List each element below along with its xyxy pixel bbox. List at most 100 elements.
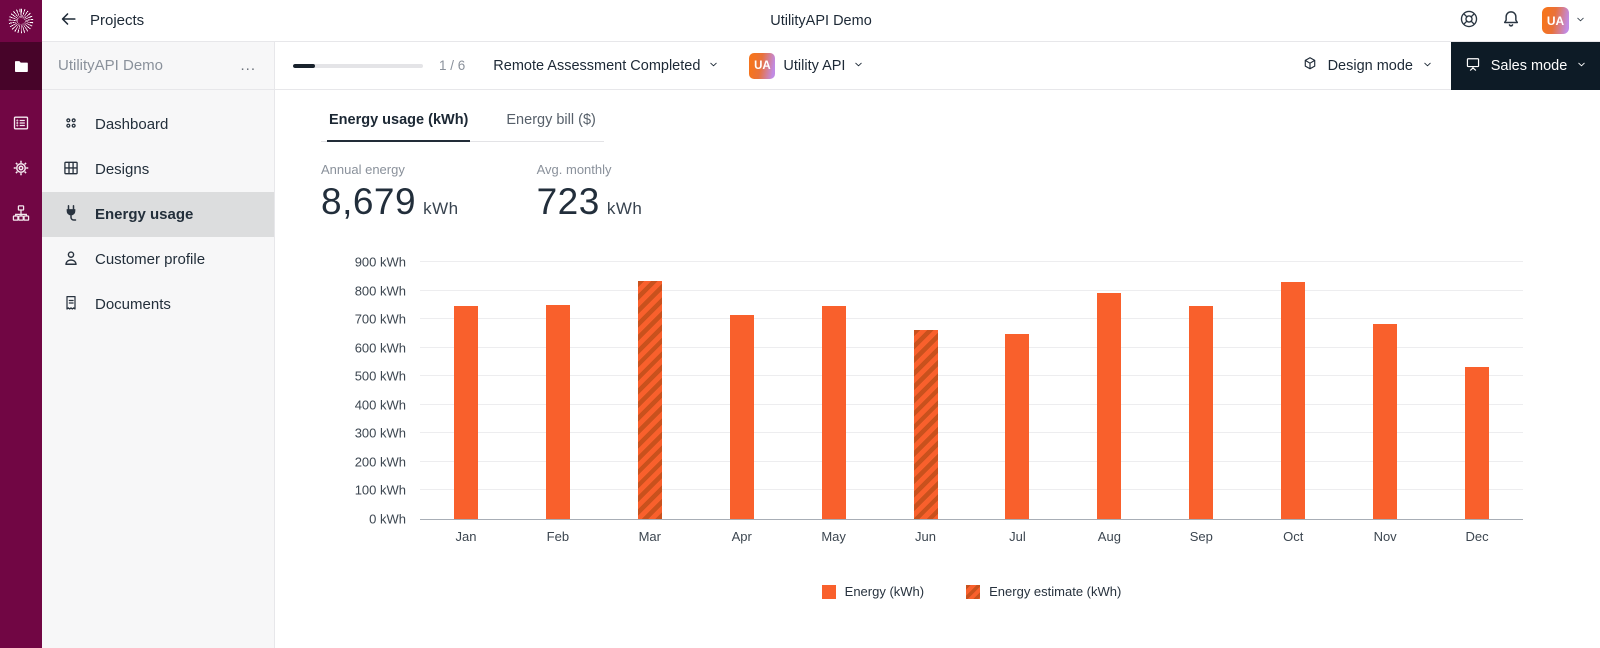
sidebar-item-energy-usage[interactable]: Energy usage [42,192,274,237]
utility-dropdown[interactable]: UA Utility API [749,52,864,79]
bar-mar[interactable] [637,281,662,519]
y-axis-tick-label: 300 kWh [354,425,406,441]
gridline [420,261,1523,262]
dashboard-dots-icon [61,113,81,137]
x-axis-tick-label: Jun [915,529,937,544]
help-button[interactable] [1458,8,1480,33]
bar-jul[interactable] [1005,334,1030,519]
stat-value: 723 kWh [536,181,643,222]
bar-aug[interactable] [1097,293,1122,519]
top-bar: Projects UtilityAPI Demo UA [42,0,1600,42]
bar-oct[interactable] [1281,282,1306,519]
page-title: UtilityAPI Demo [770,12,872,29]
sidebar-item-designs[interactable]: Designs [42,147,274,192]
tab-bar: Energy usage (kWh) Energy bill ($) [321,102,604,142]
gridline [420,403,1523,405]
tab-energy-bill[interactable]: Energy bill ($) [506,112,596,128]
design-mode-label: Design mode [1327,57,1413,74]
bar-nov[interactable] [1373,323,1398,519]
energy-usage-page: Energy usage (kWh) Energy bill ($) Annua… [275,90,1600,648]
x-axis-tick-label: Nov [1373,529,1397,544]
chevron-down-icon [1422,58,1433,74]
x-axis-tick-label: Dec [1465,529,1489,544]
utility-name: Utility API [783,57,846,74]
back-to-projects-button[interactable]: Projects [58,9,144,33]
main-content: 1 / 6 Remote Assessment Completed UA Uti… [275,41,1600,648]
x-axis-tick-label: Sep [1189,529,1213,544]
progress-fill [293,63,315,68]
notifications-button[interactable] [1500,8,1522,33]
chevron-down-icon [853,58,864,74]
gridline [420,489,1523,491]
sales-mode-button[interactable]: Sales mode [1451,41,1600,90]
bar-dec[interactable] [1465,366,1490,519]
rail-item-project-folder[interactable] [0,42,42,90]
progress-bar [293,63,423,68]
sidebar-item-dashboard[interactable]: Dashboard [42,102,274,147]
bar-jan[interactable] [453,306,478,519]
stat-unit: kWh [606,199,643,218]
sales-mode-label: Sales mode [1490,57,1568,74]
design-mode-button[interactable]: Design mode [1301,55,1433,77]
project-sidebar: UtilityAPI Demo ... Dashboard Designs [42,42,275,648]
gridline [420,346,1523,348]
legend-item-energy: Energy (kWh) [821,584,925,599]
y-axis-tick-label: 800 kWh [354,283,406,299]
rail-item-org[interactable] [0,190,42,235]
sidebar-menu: Dashboard Designs Energy usage Customer … [42,90,274,327]
sitemap-icon [11,203,31,223]
sidebar-item-label: Dashboard [95,116,169,133]
chart-legend: Energy (kWh) Energy estimate (kWh) [420,584,1523,599]
legend-label: Energy (kWh) [844,584,925,599]
sidebar-item-label: Energy usage [95,206,194,223]
chart-plot: 0 kWh 100 kWh 200 kWh 300 kWh 400 kWh 500 kWh… [355,255,1523,544]
legend-swatch-solid [821,584,836,599]
stat-label: Avg. monthly [536,162,612,177]
sidebar-item-documents[interactable]: Documents [42,282,274,327]
gridline [420,289,1523,291]
back-label: Projects [90,12,145,29]
rail-item-ledger[interactable] [0,100,42,145]
stat-value: 8,679 kWh [321,181,459,222]
stat-unit: kWh [423,199,459,218]
y-axis-tick-label: 700 kWh [354,311,406,327]
y-axis-tick-label: 500 kWh [354,368,406,384]
rail-item-settings[interactable] [0,145,42,190]
sidebar-item-label: Documents [95,296,171,313]
brand-logo[interactable] [0,0,42,42]
presentation-screen-icon [1464,55,1482,77]
avatar-chevron-down-icon [1575,12,1586,30]
chevron-down-icon [708,58,719,74]
gear-icon [11,158,31,178]
starburst-icon [8,8,34,34]
sidebar-item-customer-profile[interactable]: Customer profile [42,237,274,282]
y-axis-tick-label: 400 kWh [354,397,406,413]
bar-sep[interactable] [1189,305,1214,519]
app-rail [0,0,42,648]
back-arrow-icon [58,9,78,33]
plug-icon [61,203,81,227]
stat-avg-monthly: Avg. monthly 723 kWh [537,162,643,223]
x-axis-tick-label: Jul [1009,529,1026,544]
person-icon [61,248,81,272]
bar-jun[interactable] [913,329,938,519]
status-dropdown[interactable]: Remote Assessment Completed [493,58,719,74]
bar-apr[interactable] [729,314,754,519]
gridline [420,460,1523,462]
account-menu[interactable]: UA [1542,7,1586,34]
sidebar-item-label: Designs [95,161,150,178]
y-axis-tick-label: 100 kWh [354,482,406,498]
sidebar-header: UtilityAPI Demo ... [42,42,274,90]
folder-icon [11,56,31,76]
gridline [420,432,1523,434]
project-options-button[interactable]: ... [240,56,256,74]
ledger-icon [11,113,31,133]
grid-icon [61,158,81,182]
tab-energy-usage[interactable]: Energy usage (kWh) [327,102,471,142]
x-axis-tick-label: Jan [455,529,477,544]
bar-may[interactable] [821,306,846,519]
legend-label: Energy estimate (kWh) [989,584,1122,599]
utility-badge: UA [749,52,776,79]
bar-feb[interactable] [545,305,570,519]
status-label: Remote Assessment Completed [493,57,701,74]
